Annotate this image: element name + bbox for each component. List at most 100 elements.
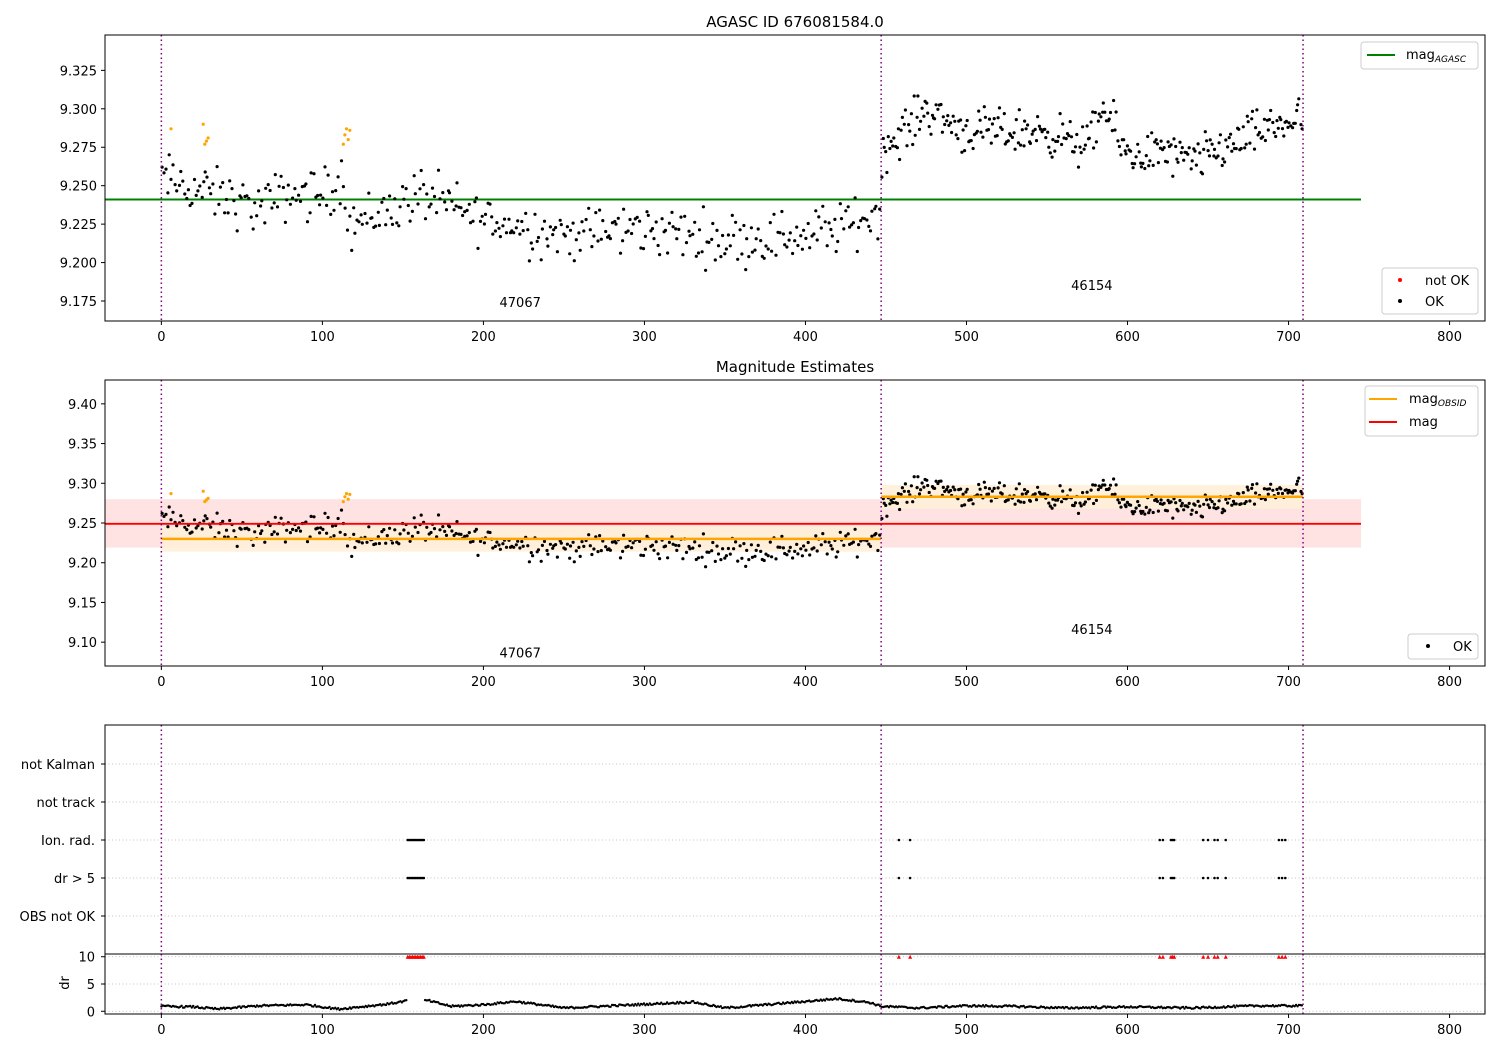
dr-point	[637, 1002, 640, 1005]
dr-point	[850, 1000, 853, 1003]
ok-point	[867, 224, 871, 228]
ok-point	[785, 245, 789, 249]
ok-point	[977, 109, 981, 113]
ok-point	[516, 539, 520, 543]
ok-point	[548, 225, 553, 229]
dr-point	[642, 1002, 646, 1005]
dr-point	[1232, 1004, 1236, 1007]
ok-point	[990, 489, 995, 493]
ok-point	[997, 481, 1002, 485]
ok-point	[684, 550, 689, 555]
ok-point	[638, 539, 642, 544]
ok-point	[332, 534, 336, 538]
ok-point	[778, 545, 782, 549]
ok-point	[658, 253, 662, 257]
ok-point	[1122, 138, 1126, 142]
ok-point	[406, 203, 410, 208]
ok-point	[1178, 498, 1182, 503]
ok-point	[419, 513, 423, 517]
ok-point	[899, 128, 903, 132]
ok-point	[1280, 127, 1285, 131]
ok-point	[799, 547, 803, 551]
ok-point	[1296, 103, 1300, 107]
ok-point	[693, 220, 697, 224]
ok-point	[687, 229, 691, 233]
ok-point	[1272, 131, 1276, 135]
ok-point	[245, 194, 249, 198]
panel1-ytick-label-2: 9.225	[60, 218, 97, 233]
ok-point	[688, 234, 692, 238]
panel1-xtick-label-6: 600	[1115, 330, 1140, 345]
ok-point	[905, 144, 909, 148]
panel1-xtick-label-0: 0	[157, 330, 165, 345]
dr-point	[203, 1007, 206, 1010]
ok-point	[1148, 159, 1152, 163]
ok-point	[915, 115, 919, 119]
ok-point	[953, 488, 957, 492]
ok-point	[626, 229, 630, 233]
ok-point	[599, 549, 603, 553]
ok-point	[164, 167, 168, 171]
ok-point	[1006, 498, 1010, 502]
ok-point	[652, 548, 656, 552]
ok-point	[793, 549, 797, 554]
ok-point	[325, 203, 329, 207]
panel4-xtick-label-7: 700	[1276, 1023, 1301, 1038]
ok-point	[527, 259, 532, 263]
ok-point	[298, 199, 303, 203]
ok-point	[829, 227, 833, 232]
ok-point	[604, 229, 608, 234]
dr-capped-marker	[1206, 954, 1211, 959]
ok-point	[577, 231, 581, 235]
ok-point	[582, 544, 586, 549]
ok-point	[452, 533, 456, 538]
ok-point	[920, 481, 924, 485]
dr-point	[190, 1006, 193, 1009]
ok-point	[533, 212, 537, 216]
dr-ytick-label-0: 0	[87, 1005, 95, 1020]
dr-capped-marker	[1160, 954, 1165, 959]
ok-point	[1096, 119, 1100, 123]
ok-point	[183, 192, 187, 196]
ok-point	[732, 233, 736, 237]
ok-point	[819, 226, 823, 230]
flag-point	[1224, 838, 1227, 842]
flag-point	[1158, 876, 1161, 880]
ok-point	[1113, 492, 1117, 496]
ok-point	[986, 492, 991, 496]
ok-point	[1262, 117, 1266, 121]
ok-point	[526, 228, 530, 232]
ok-point	[631, 541, 635, 545]
ok-point	[305, 220, 310, 224]
ok-point	[697, 228, 702, 232]
ok-point	[745, 237, 749, 241]
ok-point	[1093, 110, 1097, 115]
ok-point	[1033, 492, 1037, 496]
ok-point	[297, 193, 301, 197]
panel1-ytick-label-1: 9.200	[60, 257, 97, 272]
ok-point	[162, 514, 166, 519]
ok-point	[215, 511, 219, 515]
suspect-point	[201, 122, 205, 126]
ok-point	[1226, 501, 1230, 505]
ok-point	[1252, 147, 1257, 151]
ok-point	[908, 129, 912, 133]
ok-point	[376, 210, 380, 214]
ok-point	[518, 546, 522, 550]
ok-point	[1139, 165, 1143, 169]
ok-point	[723, 252, 727, 256]
ok-point	[345, 544, 350, 548]
ok-point	[473, 200, 477, 204]
ok-point	[812, 546, 816, 550]
dr-point	[1234, 1006, 1237, 1009]
ok-point	[604, 545, 608, 549]
ok-point	[919, 488, 923, 492]
ok-point	[179, 169, 183, 174]
ok-point	[1143, 512, 1147, 516]
ok-point	[348, 214, 352, 218]
ok-point	[842, 227, 846, 231]
dr-point	[239, 1006, 243, 1010]
ok-point	[471, 539, 475, 544]
ok-point	[700, 250, 704, 254]
ok-point	[542, 539, 547, 544]
